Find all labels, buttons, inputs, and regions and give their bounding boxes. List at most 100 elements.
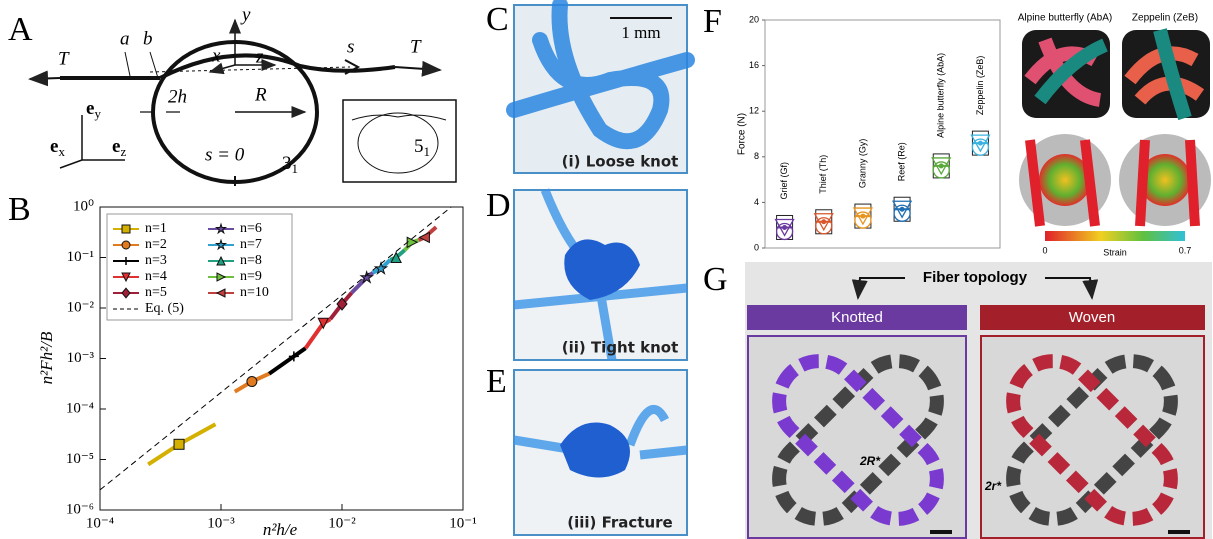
label: a: [120, 28, 130, 49]
y-tick-label: 0: [754, 242, 759, 252]
panel-a: T a b y x z s T 2h R s = 0 31 51 ey ex e…: [28, 4, 457, 186]
inset: [342, 99, 457, 183]
column-title: Woven: [1069, 309, 1115, 326]
caption: (ii) Tight knot: [562, 339, 679, 357]
category-label: Zeppelin (ZeB): [975, 56, 985, 116]
arc-arrow: [344, 59, 361, 75]
column-header: [747, 305, 967, 330]
category-label: Grief (Gf): [779, 162, 789, 200]
mean-marker: [891, 200, 913, 219]
marker: [122, 257, 130, 265]
photo-panels: 1 mm (i) Loose knot (ii) Tight knot (iii…: [506, 0, 695, 536]
rope: [1025, 139, 1100, 227]
marker: [214, 222, 228, 235]
y-tick-label: 10⁰: [73, 198, 94, 214]
colorbar-max: 0.7: [1179, 245, 1192, 255]
legend-label: n=9: [240, 269, 262, 284]
y-tick-label: 16: [749, 60, 759, 70]
legend-label: n=5: [145, 285, 167, 300]
colorbar-min: 0: [1042, 245, 1047, 255]
marker: [336, 297, 348, 311]
label: T: [410, 36, 422, 57]
knot-render: [1039, 154, 1091, 206]
legend-label: n=1: [145, 221, 167, 236]
basis-vectors: [59, 115, 125, 169]
y-tick-label: 10⁻⁴: [66, 400, 94, 416]
y-axis-label: Force (N): [737, 113, 748, 155]
legend-label: n=2: [145, 237, 167, 252]
mean-marker: [893, 204, 911, 222]
legend-label: n=3: [145, 253, 167, 268]
panel-letter: B: [8, 191, 31, 228]
marker: [121, 240, 131, 250]
inset-strand: [351, 114, 447, 121]
legend: [106, 213, 293, 321]
knot-photo: [560, 422, 630, 478]
mean-marker: [815, 217, 833, 235]
x-tick-label: 10⁻¹: [449, 515, 476, 531]
mean-marker: [774, 218, 795, 237]
mean-marker: [931, 157, 952, 176]
point: [899, 206, 905, 212]
legend-label: n=7: [240, 237, 262, 252]
caption: (iii) Fracture: [567, 514, 672, 532]
rope: [1034, 38, 1108, 105]
legend-label: n=6: [240, 221, 262, 236]
knot-render: [1139, 154, 1191, 206]
mean-marker: [775, 222, 794, 241]
marker: [214, 238, 228, 251]
data-line: [268, 346, 307, 376]
category-label: Granny (Gy): [857, 139, 867, 189]
point: [782, 224, 788, 230]
colorbar: [1045, 231, 1185, 241]
label: x: [211, 45, 221, 66]
legend-label: n=10: [240, 285, 269, 300]
mean-marker: [852, 207, 874, 226]
pointer: [124, 51, 159, 79]
rope: [1135, 139, 1200, 227]
mean-marker: [932, 161, 950, 179]
marker: [121, 287, 131, 299]
y-tick-label: 10⁻³: [67, 350, 95, 366]
point: [860, 213, 866, 219]
panel-letter: A: [8, 11, 33, 48]
caption: (i) Loose knot: [562, 153, 679, 171]
scale-bar: [930, 530, 952, 534]
marker: [246, 376, 258, 388]
knot-photo: [506, 0, 695, 150]
label: T: [58, 48, 70, 69]
marker: [121, 224, 131, 234]
label: ey: [86, 98, 101, 121]
scale-bar: [1168, 530, 1190, 534]
y-tick-label: 10⁻¹: [67, 249, 94, 265]
fiber-ring: [772, 354, 944, 526]
y-tick-label: 8: [754, 151, 759, 161]
point: [977, 140, 983, 146]
label: z: [255, 46, 264, 67]
mean-marker: [854, 211, 872, 229]
marker: [216, 255, 226, 266]
x-tick-label: 10⁻⁴: [86, 515, 114, 531]
legend-label: Eq. (5): [145, 301, 184, 316]
image-title: Alpine butterfly (AbA): [1018, 13, 1113, 24]
colorbar-label: Strain: [1103, 247, 1127, 257]
panel-f: Force (N) 0 4 8 12 16 20 Grief (Gf) Thief (Th) G…: [737, 14, 1001, 252]
marker: [173, 438, 185, 450]
y-tick-label: 10⁻⁶: [66, 501, 94, 517]
image-frame: [980, 335, 1205, 539]
legend-label: n=4: [145, 269, 167, 284]
y-axis-label: n²Fh²/B: [37, 331, 56, 384]
label: b: [143, 28, 153, 49]
label: R: [254, 84, 267, 105]
category-label: Alpine butterfly (AbA): [936, 53, 946, 138]
mean-marker: [971, 138, 990, 156]
marker: [418, 231, 430, 244]
marker: [215, 288, 226, 298]
panel-letter: C: [486, 1, 509, 38]
tension-arrow: [28, 70, 61, 87]
plot-frame: [764, 19, 1001, 249]
y-tick-label: 10⁻⁵: [66, 451, 94, 467]
panel-g: Fiber topology Knotted Woven 2R* 2r*: [745, 262, 1212, 539]
x-axis-label: n²h/e: [263, 520, 298, 539]
